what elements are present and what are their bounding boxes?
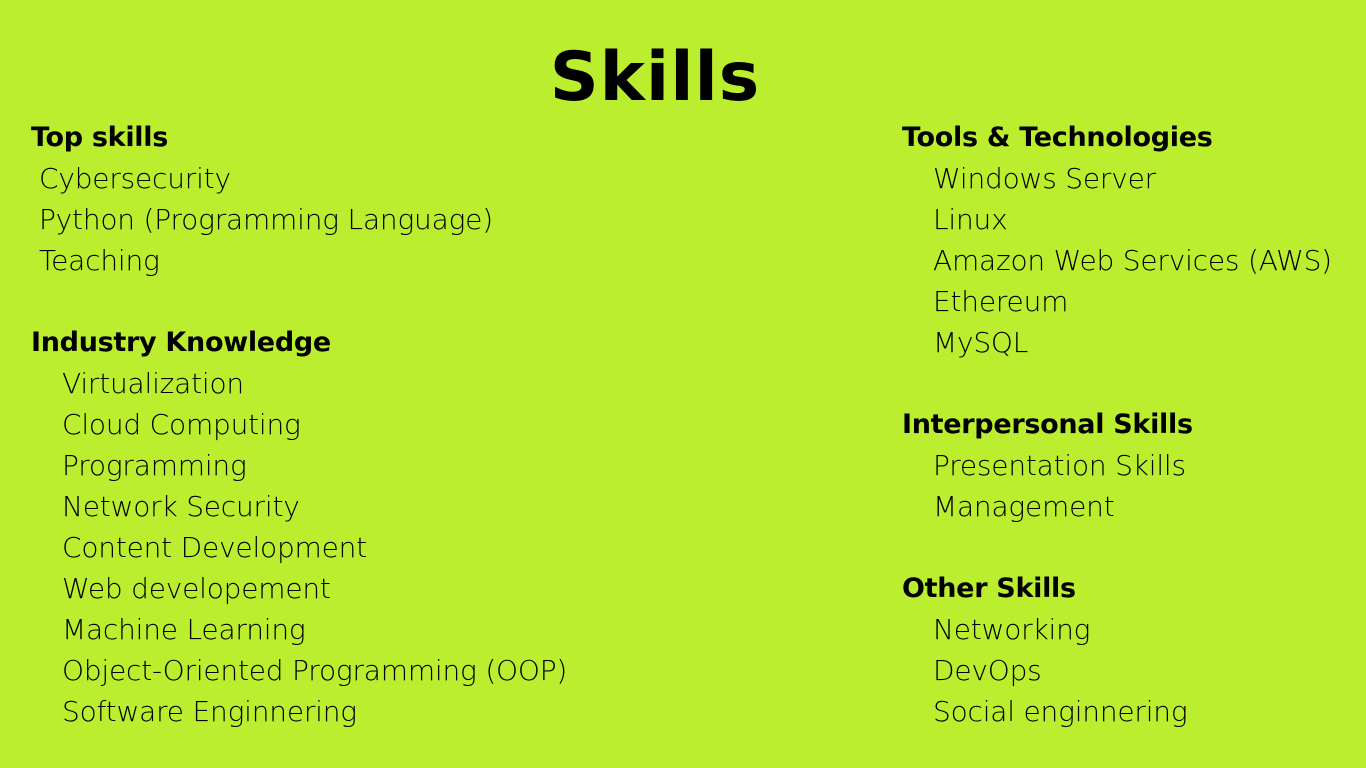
skill-item: MySQL <box>933 326 1029 359</box>
skill-item: Software Enginnering <box>62 695 357 728</box>
section-spacer <box>902 363 1332 404</box>
skill-item: Network Security <box>62 490 300 523</box>
skill-item: Ethereum <box>933 285 1069 318</box>
skill-item: Social enginnering <box>933 695 1188 728</box>
skill-item: Web developement <box>62 572 331 605</box>
skill-item: Python (Programming Language) <box>39 203 493 236</box>
top-skills-section: Top skills Cybersecurity Python (Program… <box>31 117 567 281</box>
skill-item: Teaching <box>39 244 160 277</box>
section-spacer <box>902 527 1332 568</box>
interpersonal-skills-section: Interpersonal Skills Presentation Skills… <box>902 404 1332 527</box>
right-column: Tools & Technologies Windows Server Linu… <box>902 117 1332 732</box>
skill-item: Object-Oriented Programming (OOP) <box>62 654 568 687</box>
section-heading: Other Skills <box>902 573 1076 604</box>
left-column: Top skills Cybersecurity Python (Program… <box>31 117 567 732</box>
skill-item: Windows Server <box>933 162 1156 195</box>
skill-item: Content Development <box>62 531 367 564</box>
skill-item: Cybersecurity <box>39 162 231 195</box>
skill-item: Cloud Computing <box>62 408 301 441</box>
skill-item: Programming <box>62 449 247 482</box>
section-spacer <box>31 281 567 322</box>
other-skills-section: Other Skills Networking DevOps Social en… <box>902 568 1332 732</box>
skill-item: Virtualization <box>62 367 244 400</box>
page-title: Skills <box>549 38 761 117</box>
industry-knowledge-section: Industry Knowledge Virtualization Cloud … <box>31 322 567 732</box>
skill-item: Networking <box>933 613 1091 646</box>
section-heading: Interpersonal Skills <box>902 409 1193 440</box>
section-heading: Top skills <box>31 122 168 153</box>
tools-technologies-section: Tools & Technologies Windows Server Linu… <box>902 117 1332 363</box>
skill-item: Presentation Skills <box>933 449 1186 482</box>
section-heading: Industry Knowledge <box>31 327 331 358</box>
section-heading: Tools & Technologies <box>902 122 1213 153</box>
skill-item: Linux <box>933 203 1008 236</box>
skill-item: Management <box>933 490 1115 523</box>
skill-item: Amazon Web Services (AWS) <box>933 244 1332 277</box>
skill-item: Machine Learning <box>62 613 306 646</box>
skill-item: DevOps <box>933 654 1042 687</box>
